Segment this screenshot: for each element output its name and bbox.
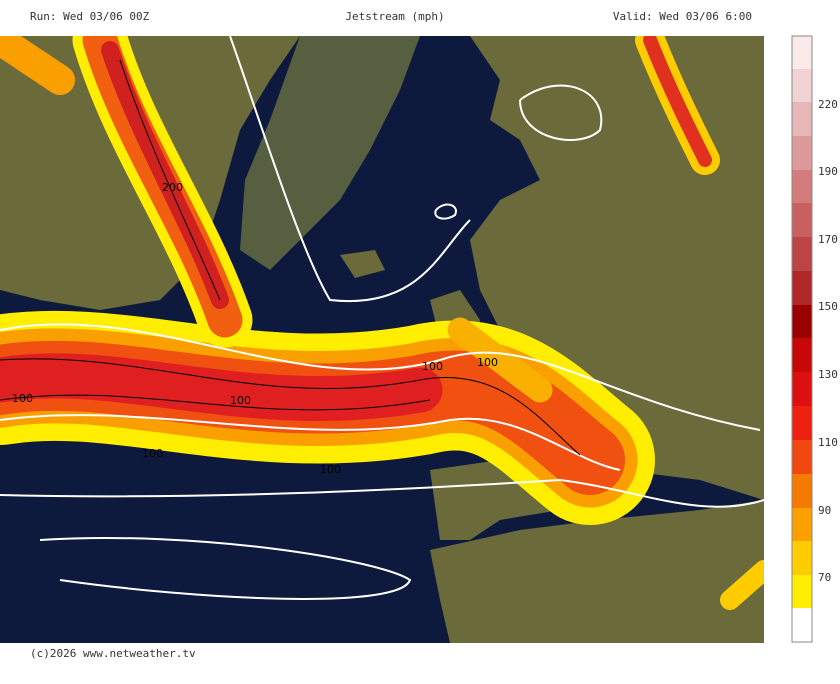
legend-label: 90: [818, 504, 831, 517]
map-title: Jetstream (mph): [345, 10, 444, 23]
colorbar: 70 90 110 130 150 170 190 220: [791, 35, 838, 643]
copyright: (c)2026 www.netweather.tv: [30, 647, 196, 660]
contour-label: 100: [320, 463, 341, 476]
contour-label: 100: [230, 394, 251, 407]
legend-label: 70: [818, 571, 831, 584]
map: 100 100 100 100 100 100 200: [0, 36, 764, 643]
contour-label: 100: [142, 447, 163, 460]
legend-label: 190: [818, 165, 838, 178]
legend-label: 130: [818, 368, 838, 381]
contour-label: 100: [422, 360, 443, 373]
legend-label: 170: [818, 233, 838, 246]
legend-label: 110: [818, 436, 838, 449]
legend-label: 220: [818, 98, 838, 111]
contour-label: 200: [162, 181, 183, 194]
run-label: Run: Wed 03/06 00Z: [30, 10, 150, 23]
valid-label: Valid: Wed 03/06 6:00: [613, 10, 752, 23]
contour-label: 100: [477, 356, 498, 369]
contour-label: 100: [12, 392, 33, 405]
legend-label: 150: [818, 300, 838, 313]
